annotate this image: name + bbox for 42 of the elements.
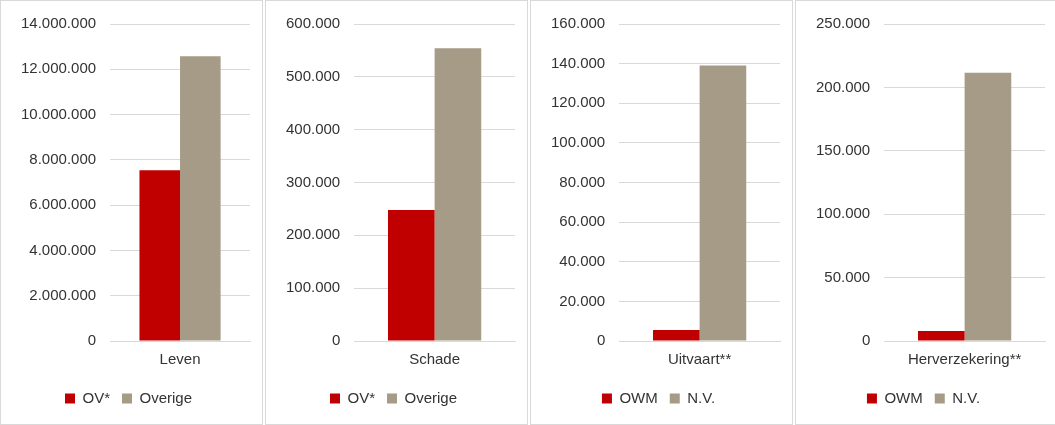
y-tick-label: 12.000.000 — [21, 59, 97, 77]
y-tick-label: 2.000.000 — [29, 285, 97, 303]
legend-label: OV* — [82, 388, 111, 406]
y-tick-label: 14.000.000 — [21, 14, 97, 32]
y-tick-label: 200.000 — [285, 225, 341, 243]
y-tick-label: 100.000 — [285, 278, 341, 296]
y-tick-label: 60.000 — [559, 212, 606, 230]
y-tick-label: 150.000 — [815, 140, 871, 158]
y-tick-label: 0 — [87, 331, 97, 349]
legend-label: OV* — [347, 388, 376, 406]
x-tick-label: Herverzekering** — [907, 350, 1022, 368]
x-tick-label: Leven — [159, 350, 201, 368]
y-tick-label: 20.000 — [559, 291, 606, 309]
y-tick-label: 0 — [861, 331, 871, 349]
y-tick-label: 4.000.000 — [29, 240, 97, 258]
y-tick-label: 10.000.000 — [21, 104, 97, 122]
y-tick-label: 100.000 — [815, 204, 871, 222]
legend-label: OWM — [619, 388, 658, 406]
y-tick-label: 160.000 — [550, 14, 606, 32]
y-tick-label: 400.000 — [285, 119, 341, 137]
y-tick-label: 200.000 — [815, 77, 871, 95]
y-tick-label: 8.000.000 — [29, 150, 97, 167]
y-tick-label: 600.000 — [285, 14, 341, 32]
x-tick-label: Uitvaart** — [667, 350, 732, 368]
y-tick-label: 300.000 — [285, 172, 341, 190]
y-tick-label: 0 — [596, 331, 606, 349]
y-tick-label: 40.000 — [559, 251, 606, 269]
y-tick-label: 500.000 — [285, 66, 341, 84]
legend-label: Overige — [139, 388, 193, 406]
x-tick-label: Schade — [409, 350, 461, 368]
y-tick-label: 0 — [331, 331, 341, 349]
y-tick-label: 80.000 — [559, 172, 606, 190]
y-tick-label: 250.000 — [815, 14, 871, 32]
y-tick-label: 6.000.000 — [29, 195, 97, 213]
y-tick-label: 50.000 — [824, 267, 871, 285]
legend-label: N.V. — [687, 388, 716, 406]
legend-label: Overige — [404, 388, 458, 406]
legend-label: OWM — [884, 388, 923, 406]
y-tick-label: 120.000 — [550, 93, 606, 111]
y-tick-label: 100.000 — [550, 133, 606, 151]
y-tick-label: 140.000 — [550, 53, 606, 71]
legend-label: N.V. — [952, 388, 981, 406]
